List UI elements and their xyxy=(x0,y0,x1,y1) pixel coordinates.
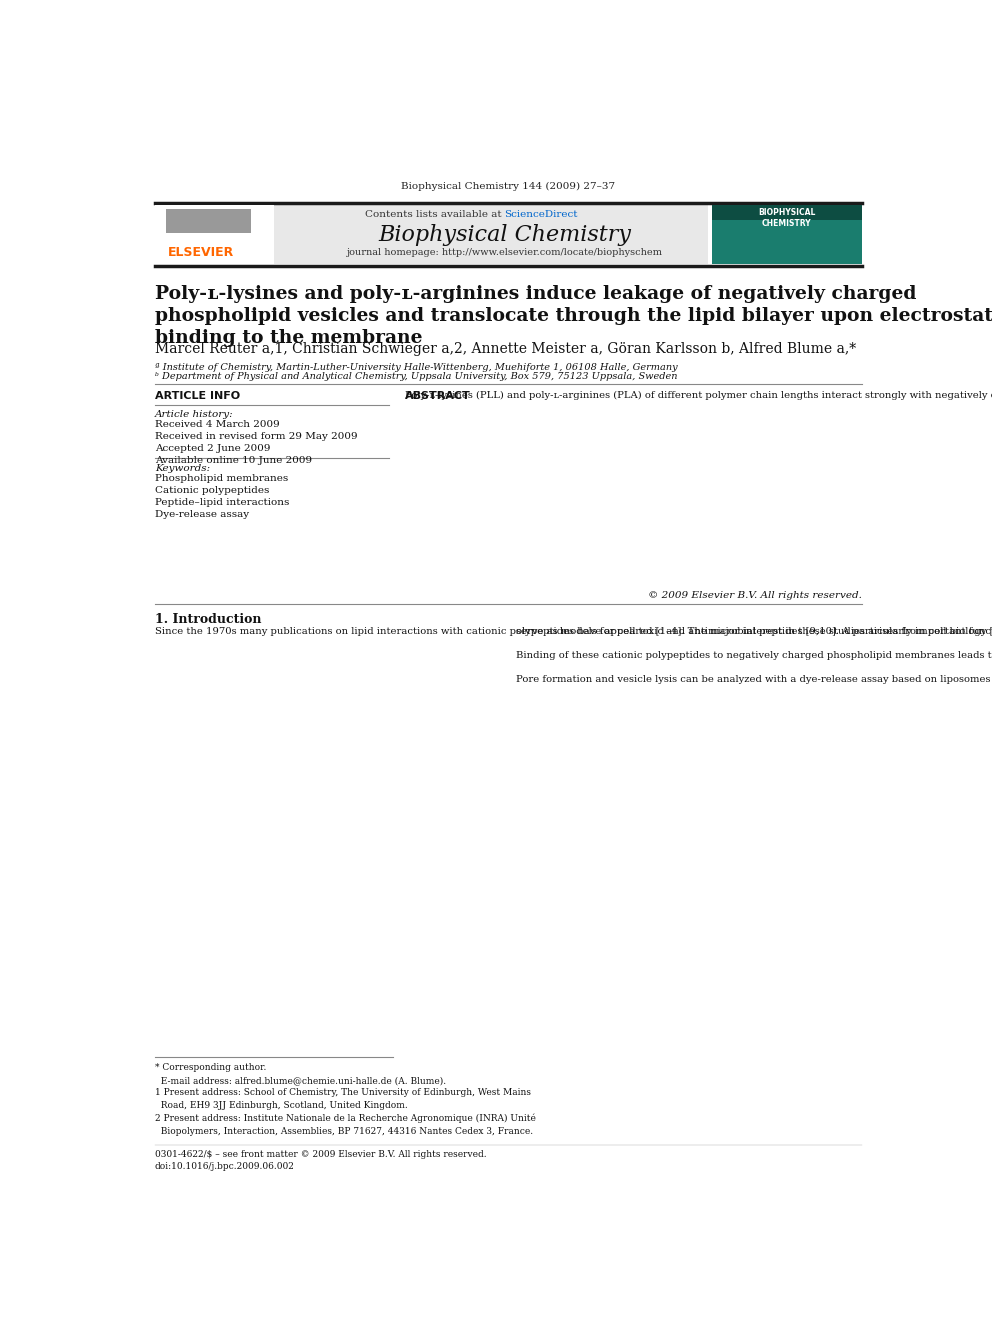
Text: Keywords:: Keywords: xyxy=(155,464,210,474)
Text: ELSEVIER: ELSEVIER xyxy=(168,246,234,258)
Text: ScienceDirect: ScienceDirect xyxy=(505,209,578,218)
Text: * Corresponding author.
  E-mail address: alfred.blume@chemie.uni-halle.de (A. B: * Corresponding author. E-mail address: … xyxy=(155,1064,536,1135)
Text: © 2009 Elsevier B.V. All rights reserved.: © 2009 Elsevier B.V. All rights reserved… xyxy=(648,590,862,599)
FancyBboxPatch shape xyxy=(155,205,708,263)
FancyBboxPatch shape xyxy=(712,205,862,220)
Text: ABSTRACT: ABSTRACT xyxy=(405,392,470,401)
Text: serve as models for cell toxic and antimicrobial peptides [9,10]. A particularly: serve as models for cell toxic and antim… xyxy=(516,627,992,684)
Text: ª Institute of Chemistry, Martin-Luther-University Halle-Wittenberg, Muehiforte : ª Institute of Chemistry, Martin-Luther-… xyxy=(155,363,678,372)
Text: BIOPHYSICAL
CHEMISTRY: BIOPHYSICAL CHEMISTRY xyxy=(758,208,815,228)
Text: 0301-4622/$ – see front matter © 2009 Elsevier B.V. All rights reserved.
doi:10.: 0301-4622/$ – see front matter © 2009 El… xyxy=(155,1150,486,1171)
FancyBboxPatch shape xyxy=(712,205,862,263)
FancyBboxPatch shape xyxy=(155,205,274,263)
Text: Received 4 March 2009
Received in revised form 29 May 2009
Accepted 2 June 2009
: Received 4 March 2009 Received in revise… xyxy=(155,419,357,464)
Text: ARTICLE INFO: ARTICLE INFO xyxy=(155,392,240,401)
Text: Since the 1970s many publications on lipid interactions with cationic polypeptid: Since the 1970s many publications on lip… xyxy=(155,627,992,636)
Text: Poly-ʟ-lysines and poly-ʟ-arginines induce leakage of negatively charged
phospho: Poly-ʟ-lysines and poly-ʟ-arginines indu… xyxy=(155,284,992,348)
FancyBboxPatch shape xyxy=(167,209,251,233)
Text: Contents lists available at: Contents lists available at xyxy=(365,209,505,218)
Text: Marcel Reuter a,1, Christian Schwieger a,2, Annette Meister a, Göran Karlsson b,: Marcel Reuter a,1, Christian Schwieger a… xyxy=(155,343,856,356)
Text: Poly-ʟ-lysines (PLL) and poly-ʟ-arginines (PLA) of different polymer chain lengt: Poly-ʟ-lysines (PLL) and poly-ʟ-arginine… xyxy=(405,392,992,400)
Text: Biophysical Chemistry 144 (2009) 27–37: Biophysical Chemistry 144 (2009) 27–37 xyxy=(402,183,615,192)
Text: journal homepage: http://www.elsevier.com/locate/biophyschem: journal homepage: http://www.elsevier.co… xyxy=(346,249,663,258)
Text: Article history:: Article history: xyxy=(155,410,233,419)
Text: ᵇ Department of Physical and Analytical Chemistry, Uppsala University, Box 579, : ᵇ Department of Physical and Analytical … xyxy=(155,372,678,381)
Text: Biophysical Chemistry: Biophysical Chemistry xyxy=(378,224,631,246)
Text: 1. Introduction: 1. Introduction xyxy=(155,613,261,626)
Text: Phospholipid membranes
Cationic polypeptides
Peptide–lipid interactions
Dye-rele: Phospholipid membranes Cationic polypept… xyxy=(155,474,289,519)
